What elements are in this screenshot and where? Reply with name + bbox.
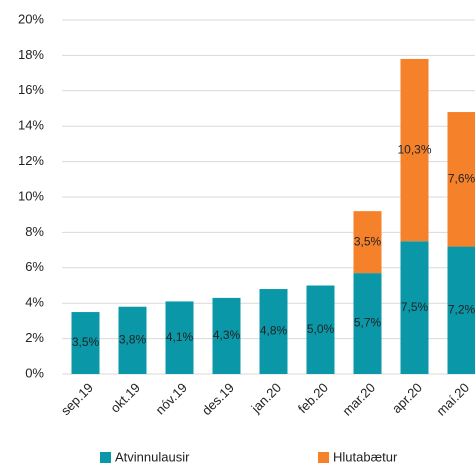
- data-label: 3,5%: [354, 234, 382, 248]
- y-tick-label: 14%: [18, 118, 44, 133]
- bar-segment: [447, 246, 475, 374]
- y-tick-label: 6%: [25, 259, 44, 274]
- y-tick-label: 16%: [18, 82, 44, 97]
- y-tick-label: 10%: [18, 188, 44, 203]
- x-tick-label: nóv.19: [153, 380, 191, 418]
- data-label: 4,1%: [166, 330, 194, 344]
- x-tick-label: jan.20: [248, 380, 284, 416]
- data-label: 4,8%: [260, 324, 288, 338]
- bar-segment: [447, 112, 475, 247]
- data-label: 4,3%: [213, 328, 241, 342]
- y-tick-label: 12%: [18, 153, 44, 168]
- x-tick-label: okt.19: [107, 380, 143, 416]
- data-label: 7,2%: [448, 302, 475, 316]
- bar-segment: [212, 297, 241, 374]
- y-tick-label: 18%: [18, 47, 44, 62]
- data-label: 5,7%: [354, 316, 382, 330]
- y-tick-label: 4%: [25, 295, 44, 310]
- bar-segment: [259, 289, 288, 374]
- legend-swatch: [100, 452, 111, 463]
- bar-segment: [400, 58, 429, 242]
- bar-segment: [118, 306, 147, 374]
- y-tick-label: 0%: [25, 365, 44, 380]
- y-tick-label: 20%: [18, 11, 44, 26]
- legend-swatch: [318, 452, 329, 463]
- bar-segment: [71, 312, 100, 374]
- bar-segment: [165, 301, 194, 374]
- data-label: 7,6%: [448, 171, 475, 185]
- y-tick-label: 8%: [25, 224, 44, 239]
- data-label: 10,3%: [397, 142, 431, 156]
- bar-segment: [306, 285, 335, 374]
- bar-segment: [400, 241, 429, 374]
- bar-segment: [353, 273, 382, 374]
- data-label: 7,5%: [401, 300, 429, 314]
- legend-label: Hlutabætur: [333, 449, 398, 464]
- x-tick-label: feb.20: [295, 380, 331, 416]
- data-label: 5,0%: [307, 322, 335, 336]
- x-tick-label: des.19: [199, 380, 237, 418]
- data-label: 3,5%: [72, 335, 100, 349]
- x-tick-label: sep.19: [58, 380, 96, 418]
- legend-label: Atvinnulausir: [115, 449, 190, 464]
- x-tick-label: apr.20: [389, 380, 425, 416]
- x-tick-label: maí.20: [433, 380, 472, 419]
- x-tick-label: mar.20: [339, 380, 378, 419]
- y-tick-label: 2%: [25, 330, 44, 345]
- bar-segment: [353, 211, 382, 274]
- data-label: 3,8%: [119, 333, 147, 347]
